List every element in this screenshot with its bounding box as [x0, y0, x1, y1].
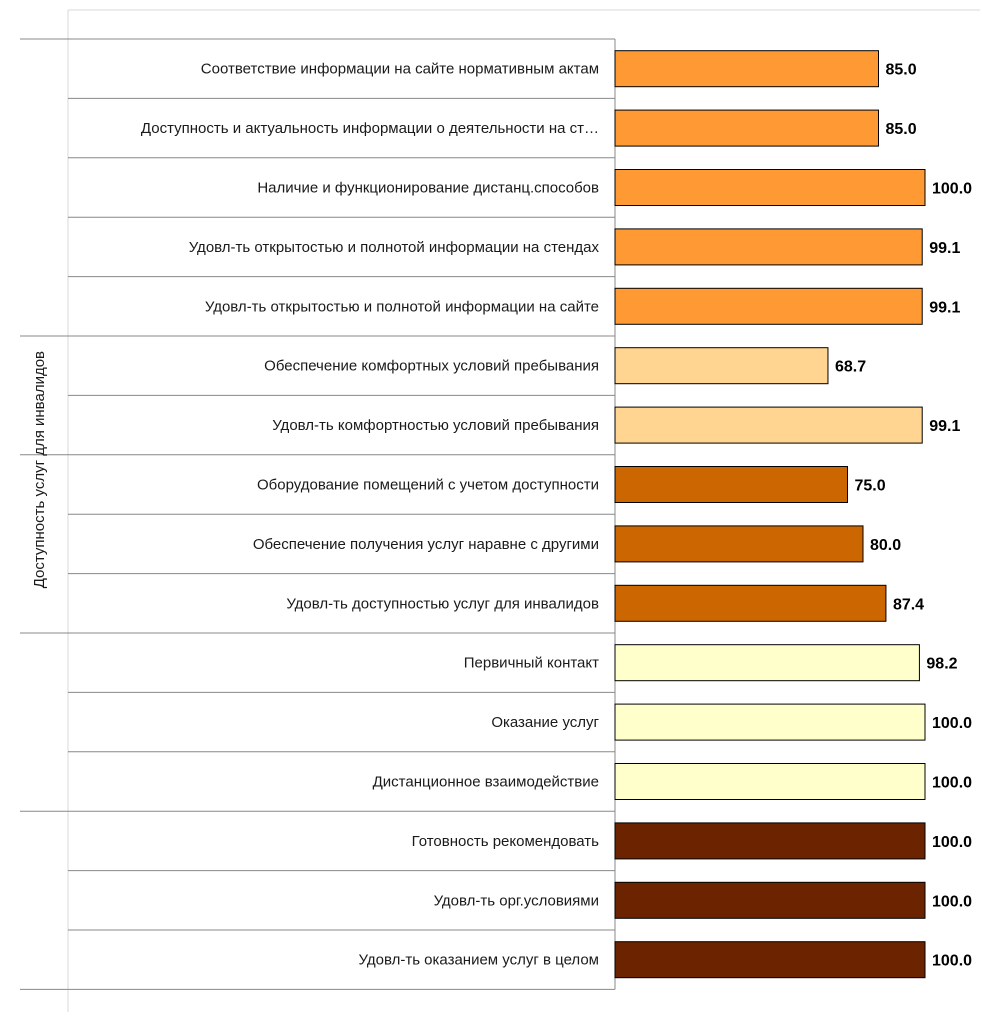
bar	[614, 763, 926, 800]
bar	[614, 287, 923, 325]
value-label: 80.0	[870, 537, 901, 554]
value-label: 99.1	[929, 240, 960, 257]
bar	[614, 525, 864, 563]
category-label: Оборудование помещений с учетом доступно…	[257, 477, 599, 494]
category-label: Дистанционное взаимодействие	[373, 774, 599, 791]
bar	[614, 881, 926, 919]
value-label: 100.0	[932, 775, 972, 792]
value-label: 98.2	[926, 656, 957, 673]
bar	[614, 406, 923, 444]
category-label: Удовл-ть оказанием услуг в целом	[359, 952, 600, 969]
bar	[614, 584, 887, 622]
category-label: Обеспечение комфортных условий пребывани…	[264, 358, 599, 375]
value-label: 85.0	[886, 121, 917, 138]
bar	[614, 703, 926, 741]
category-label: Доступность и актуальность информации о …	[141, 120, 599, 137]
row-separators	[20, 38, 615, 990]
value-label: 75.0	[855, 478, 886, 495]
bar	[614, 109, 879, 147]
bar	[614, 941, 926, 979]
category-labels: Соответствие информации на сайте нормати…	[141, 61, 600, 969]
value-label: 100.0	[932, 834, 972, 851]
value-label: 99.1	[929, 418, 960, 435]
category-label: Удовл-ть комфортностью условий пребывани…	[272, 417, 599, 434]
category-label: Обеспечение получения услуг наравне с др…	[253, 536, 599, 553]
value-label: 87.4	[893, 596, 924, 613]
bar	[614, 822, 926, 860]
value-label: 99.1	[929, 299, 960, 316]
value-label: 100.0	[932, 715, 972, 732]
value-label: 85.0	[886, 62, 917, 79]
bar	[614, 466, 848, 503]
bar-series	[614, 50, 926, 979]
bar	[614, 347, 829, 385]
bar	[614, 50, 879, 88]
bar	[614, 644, 920, 682]
category-label: Оказание услуг	[491, 714, 599, 731]
category-label: Удовл-ть открытостью и полнотой информац…	[205, 298, 599, 315]
group-axis-title: Доступность услуг для инвалидов	[31, 351, 48, 588]
value-label: 100.0	[932, 181, 972, 198]
category-label: Удовл-ть открытостью и полнотой информац…	[189, 239, 600, 256]
value-label: 68.7	[835, 359, 866, 376]
value-labels: 85.0 85.0 100.0 99.1 99.1 68.7 99.1 75.0 80.0 87.…	[835, 62, 972, 970]
bar	[614, 228, 923, 266]
category-label: Первичный контакт	[464, 655, 599, 672]
category-label: Готовность рекомендовать	[412, 833, 600, 850]
category-label: Наличие и функционирование дистанц.спосо…	[257, 180, 599, 197]
category-label: Соответствие информации на сайте нормати…	[201, 61, 599, 78]
bar	[614, 169, 926, 206]
value-label: 100.0	[932, 893, 972, 910]
chart-frame	[67, 9, 980, 1012]
value-label: 100.0	[932, 953, 972, 970]
category-label: Удовл-ть орг.условиями	[434, 892, 599, 909]
category-label: Удовл-ть доступностью услуг для инвалидо…	[286, 595, 599, 612]
